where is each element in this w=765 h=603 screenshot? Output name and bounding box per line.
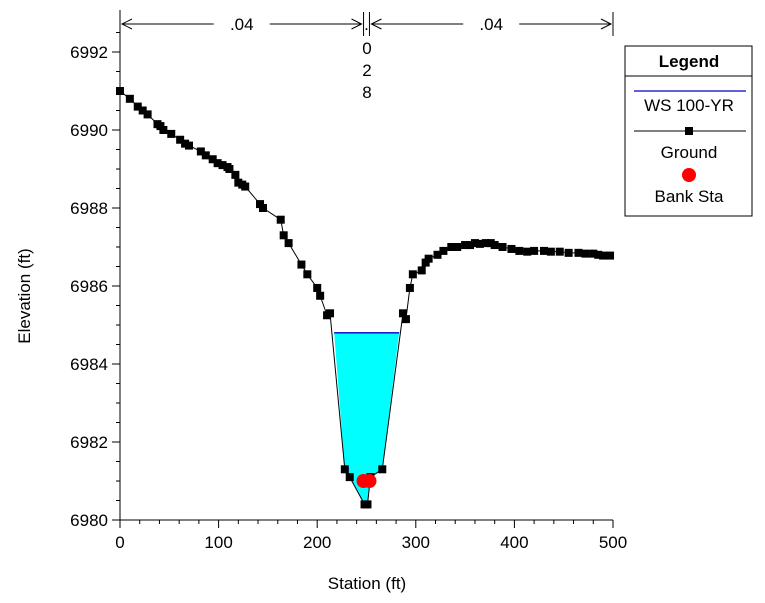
ground-point [599, 251, 608, 260]
ground-point [159, 126, 168, 134]
ground-point [447, 243, 456, 251]
ground-point [258, 204, 267, 212]
ground-point [201, 151, 210, 160]
bank-station-layer [356, 474, 377, 488]
mannings-n-label-channel: 8 [362, 83, 371, 102]
ground-point [133, 102, 142, 111]
mannings-n-label-channel: 0 [362, 39, 371, 58]
ground-point [481, 239, 490, 248]
mannings-n-arrowhead [120, 18, 133, 30]
ground-point [213, 159, 222, 168]
ground-point [433, 250, 442, 259]
mannings-n-arrowhead [370, 18, 382, 30]
y-tick-label: 6982 [70, 433, 108, 452]
ground-point [589, 249, 598, 258]
ground-point [378, 465, 387, 474]
ground-point [176, 135, 185, 144]
ground-point [408, 270, 417, 279]
ground-point [196, 147, 205, 156]
y-tick-label: 6988 [70, 199, 108, 218]
ground-point [116, 87, 124, 95]
x-axis-title: Station (ft) [328, 574, 406, 593]
x-tick-label: 0 [115, 533, 124, 552]
y-tick-label: 6986 [70, 277, 108, 296]
y-tick-label: 6984 [70, 355, 108, 374]
ground-point [555, 247, 564, 256]
ground-point [208, 155, 217, 164]
x-tick-label: 300 [402, 533, 430, 552]
ground-point [530, 246, 539, 255]
x-tick-label: 400 [500, 533, 528, 552]
mannings-n-label: .04 [230, 15, 254, 34]
ground-point [581, 249, 590, 258]
y-axis-title: Elevation (ft) [15, 248, 34, 343]
ground-point [470, 239, 479, 248]
ground-point [498, 243, 507, 251]
mannings-n-arrowhead [351, 18, 363, 30]
ground-point [185, 141, 194, 150]
ground-point [125, 94, 134, 103]
ground-point [606, 251, 615, 260]
ground-point [167, 129, 176, 138]
ground-point [564, 248, 573, 257]
ground-point [313, 283, 322, 292]
y-tick-label: 6992 [70, 43, 108, 62]
ground-point [225, 165, 234, 173]
y-tick-label: 6990 [70, 121, 108, 140]
x-tick-label: 500 [599, 533, 627, 552]
x-tick-label: 100 [204, 533, 232, 552]
ground-point [507, 244, 516, 253]
legend-entry-bank: Bank Sta [655, 187, 725, 206]
legend: Legend WS 100-YR Ground Bank Sta [624, 45, 753, 217]
legend-title: Legend [659, 52, 719, 71]
ground-point [401, 315, 410, 324]
ground-point [345, 473, 354, 482]
mannings-n-label-channel: 2 [362, 61, 371, 80]
ground-point [398, 309, 407, 318]
ground-point [218, 161, 227, 170]
ground-point [523, 247, 532, 256]
ground-point [466, 241, 475, 250]
ground-point [461, 241, 470, 250]
ground-point [138, 106, 147, 115]
ground-point [340, 465, 349, 474]
ground-point [241, 182, 250, 191]
legend-bank-marker [682, 168, 696, 182]
mannings-n-layer: .04. 0 2 8 .04 [119, 12, 614, 102]
bank-station-point [362, 474, 377, 488]
legend-ground-marker [685, 127, 693, 135]
ground-point [143, 110, 152, 119]
ground-point [453, 243, 462, 251]
ground-point [326, 309, 335, 318]
x-tick-label: 200 [303, 533, 331, 552]
ground-point [475, 239, 484, 248]
mannings-n-arrowhead [600, 18, 613, 30]
mannings-n-label-channel-dot: . [364, 15, 369, 34]
y-tick-label: 6980 [70, 511, 108, 530]
ground-point [594, 250, 603, 259]
ground-point [574, 248, 583, 257]
ground-point [363, 500, 372, 509]
ground-point [276, 215, 285, 224]
mannings-n-label: .04 [479, 15, 503, 34]
ground-point [303, 270, 312, 279]
legend-entry-ws: WS 100-YR [644, 96, 734, 115]
ground-point [490, 241, 499, 250]
ground-point [417, 266, 426, 275]
ground-point [439, 246, 448, 255]
ground-point [297, 260, 306, 269]
ground-point [424, 254, 433, 263]
ground-point [231, 170, 240, 179]
axes-layer: 6980 6982 6984 6986 6988 6990 6992 0 100 200 300 40… [70, 10, 627, 552]
legend-entry-ground: Ground [661, 143, 718, 162]
ground-point [284, 239, 293, 248]
ground-point [539, 246, 548, 255]
ground-point [405, 283, 414, 292]
ground-point [316, 291, 325, 300]
ground-point [515, 246, 524, 255]
ground-point [546, 247, 555, 256]
ground-point [279, 231, 288, 240]
